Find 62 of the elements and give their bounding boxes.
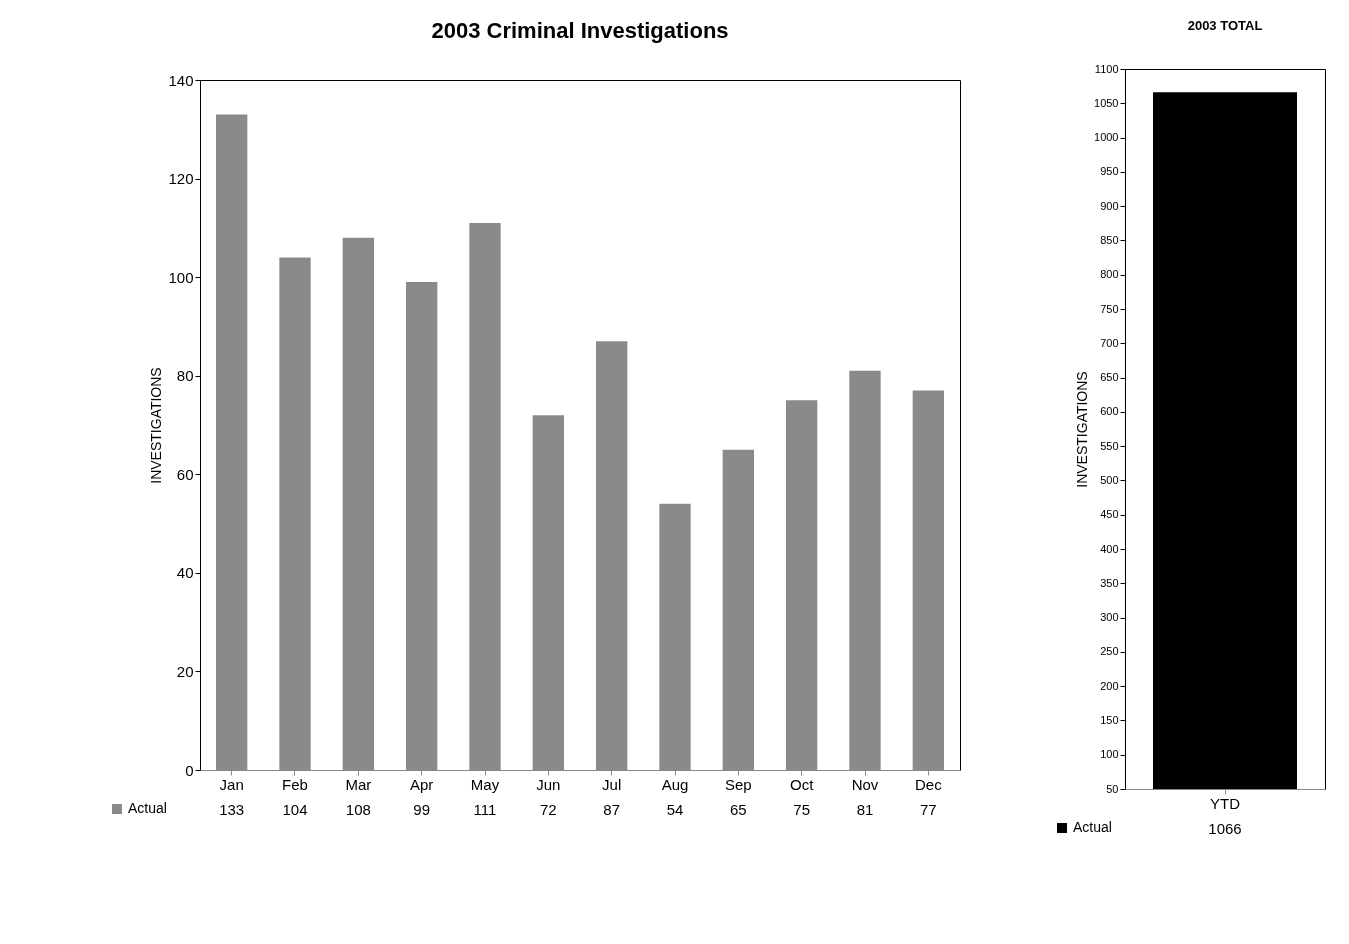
data-label: 1066 [1208, 820, 1242, 837]
y-tick-label: 950 [1100, 165, 1119, 178]
legend-label: Actual [1073, 819, 1112, 835]
y-tick-label: 140 [168, 71, 194, 89]
x-tick-label: Jan [219, 775, 244, 793]
data-label: 108 [345, 801, 371, 818]
x-tick-label: Dec [914, 775, 943, 793]
data-label: 99 [413, 801, 431, 818]
y-tick-label: 300 [1100, 611, 1119, 624]
y-tick-label: 900 [1100, 199, 1119, 212]
y-tick-label: 1050 [1094, 96, 1119, 109]
y-tick-label: 500 [1100, 473, 1119, 486]
y-tick-label: 100 [1100, 748, 1119, 761]
y-tick-label: 750 [1100, 302, 1119, 315]
y-tick-label: 50 [1106, 782, 1119, 795]
y-tick-label: 450 [1100, 508, 1119, 521]
y-tick-label: 250 [1100, 645, 1119, 658]
data-label: 54 [666, 801, 684, 818]
x-tick-label: Feb [282, 775, 308, 793]
y-tick-label: 100 [168, 268, 194, 286]
x-tick-label: Mar [345, 775, 372, 793]
data-label: 87 [603, 801, 621, 818]
y-tick-label: 550 [1100, 439, 1119, 452]
y-tick-label: 800 [1100, 268, 1119, 281]
x-tick-label: Jun [536, 775, 561, 793]
x-tick-label: Apr [409, 775, 434, 793]
data-label: 65 [729, 801, 747, 818]
y-tick-label: 850 [1100, 233, 1119, 246]
x-tick-label: YTD [1210, 794, 1241, 812]
y-tick-label: 1100 [1094, 62, 1119, 75]
chart-title: 2003 TOTAL [1187, 18, 1263, 33]
y-tick-label: 400 [1100, 542, 1119, 555]
y-tick-label: 700 [1100, 336, 1119, 349]
data-label: 72 [539, 801, 557, 818]
data-label: 104 [282, 801, 308, 818]
y-tick-label: 20 [176, 662, 194, 680]
y-tick-label: 650 [1100, 371, 1119, 384]
y-tick-label: 0 [185, 761, 194, 779]
y-tick-label: 40 [176, 564, 194, 582]
y-tick-label: 120 [168, 170, 194, 188]
y-tick-label: 200 [1100, 679, 1119, 692]
data-label: 111 [473, 801, 497, 818]
y-axis-title: INVESTIGATIONS [1074, 371, 1091, 488]
x-tick-label: Oct [789, 775, 815, 793]
x-tick-label: Jul [602, 775, 622, 793]
data-label: 133 [219, 801, 245, 818]
x-tick-label: Aug [661, 775, 689, 793]
y-axis-title: INVESTIGATIONS [148, 367, 165, 484]
x-tick-label: May [470, 775, 500, 793]
y-tick-label: 150 [1100, 713, 1119, 726]
data-label: 75 [793, 801, 811, 818]
y-tick-label: 80 [176, 367, 194, 385]
y-tick-label: 350 [1100, 576, 1119, 589]
x-tick-label: Nov [851, 775, 879, 793]
x-tick-label: Sep [724, 775, 752, 793]
data-label: 77 [919, 801, 937, 818]
y-tick-label: 60 [176, 465, 194, 483]
legend-label: Actual [128, 800, 167, 816]
y-tick-label: 600 [1100, 405, 1119, 418]
y-tick-label: 1000 [1094, 131, 1119, 144]
data-label: 81 [856, 801, 874, 818]
chart-title: 2003 Criminal Investigations [431, 18, 729, 43]
